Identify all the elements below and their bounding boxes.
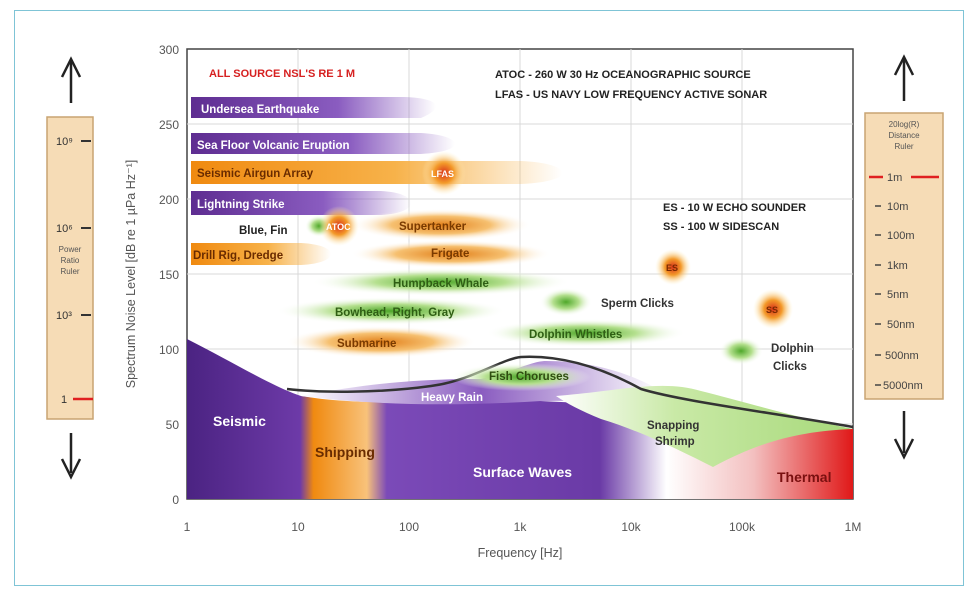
note-es: ES - 10 W ECHO SOUNDER xyxy=(663,202,806,214)
x-tick-labels: 1 10 100 1k 10k 100k 1M xyxy=(184,520,862,534)
label-ss: SS xyxy=(766,305,778,315)
label-volcanic-eruption: Sea Floor Volcanic Eruption xyxy=(197,140,350,152)
label-airgun-array: Seismic Airgun Array xyxy=(197,168,314,180)
y-tick: 0 xyxy=(172,493,179,507)
y-tick: 100 xyxy=(159,343,179,357)
distance-tick: 5nm xyxy=(887,289,908,301)
ambient-noise-band xyxy=(187,339,853,499)
power-ruler-label: Power xyxy=(59,245,82,254)
label-heavy-rain: Heavy Rain xyxy=(421,392,483,404)
label-sperm-clicks: Sperm Clicks xyxy=(601,298,674,310)
label-undersea-earthquake: Undersea Earthquake xyxy=(201,104,319,116)
label-seismic: Seismic xyxy=(213,413,266,429)
power-ratio-ruler: 10⁹ 10⁶ 10³ 1 Power Ratio Ruler xyxy=(46,56,94,480)
ambient-curve xyxy=(286,355,854,429)
y-tick: 250 xyxy=(159,118,179,132)
power-tick: 1 xyxy=(61,394,67,406)
humpback-blob xyxy=(311,268,571,296)
supertanker-blob xyxy=(351,209,531,241)
distance-ruler-title: Distance xyxy=(888,131,920,140)
label-bowhead: Bowhead, Right, Gray xyxy=(335,307,455,319)
submarine-blob xyxy=(286,326,476,358)
dolphin-whistles-blob xyxy=(486,319,686,347)
y-tick: 200 xyxy=(159,193,179,207)
label-humpback: Humpback Whale xyxy=(393,278,489,290)
distance-tick: 50nm xyxy=(887,319,915,331)
es-blob xyxy=(655,249,691,285)
label-fish-choruses: Fish Choruses xyxy=(489,371,569,383)
volcanic-eruption-bar xyxy=(191,133,455,154)
undersea-earthquake-bar xyxy=(191,97,436,118)
label-es: ES xyxy=(666,263,678,273)
noise-chart: Undersea Earthquake Sea Floor Volcanic E… xyxy=(46,43,944,560)
x-axis-label: Frequency [Hz] xyxy=(478,546,563,560)
x-tick: 10k xyxy=(621,520,641,534)
bowhead-blob xyxy=(276,297,506,325)
atoc-blob xyxy=(319,206,359,246)
ss-blob xyxy=(753,289,793,329)
label-dolphin-whistles: Dolphin Whistles xyxy=(529,329,622,341)
note-ss: SS - 100 W SIDESCAN xyxy=(663,221,779,233)
drill-rig-bar xyxy=(191,243,331,265)
distance-tick: 500nm xyxy=(885,350,919,362)
y-tick: 150 xyxy=(159,268,179,282)
x-tick: 1M xyxy=(845,520,862,534)
power-ruler-label: Ratio xyxy=(61,256,80,265)
x-tick: 100 xyxy=(399,520,419,534)
label-surface-waves: Surface Waves xyxy=(473,464,572,480)
label-thermal: Thermal xyxy=(777,469,831,485)
power-tick: 10⁶ xyxy=(56,223,73,235)
label-blue-fin: Blue, Fin xyxy=(239,225,288,237)
y-axis-label: Spectrum Noise Level [dB re 1 µPa Hz⁻¹] xyxy=(124,160,138,388)
label-drill-rig: Drill Rig, Dredge xyxy=(193,250,283,262)
distance-tick: 5000nm xyxy=(883,380,923,392)
x-tick: 100k xyxy=(729,520,756,534)
label-lfas: LFAS xyxy=(431,169,454,179)
sperm-clicks-blob xyxy=(540,288,592,316)
y-tick: 300 xyxy=(159,43,179,57)
distance-ruler: 20log(R) Distance Ruler 1m 10m 100m 1km … xyxy=(864,54,944,460)
distance-ruler-title: Ruler xyxy=(894,142,913,151)
distance-ruler-title: 20log(R) xyxy=(889,120,920,129)
distance-tick: 10m xyxy=(887,201,908,213)
label-frigate: Frigate xyxy=(431,248,469,260)
distance-tick: 1m xyxy=(887,172,902,184)
note-all-source: ALL SOURCE NSL'S RE 1 M xyxy=(209,68,355,80)
airgun-array-bar xyxy=(191,161,563,184)
label-snapping-line2: Shrimp xyxy=(655,436,695,448)
label-supertanker: Supertanker xyxy=(399,221,467,233)
label-shipping: Shipping xyxy=(315,444,375,460)
x-tick: 10 xyxy=(291,520,305,534)
dolphin-clicks-blob xyxy=(719,337,763,365)
y-tick: 50 xyxy=(166,418,180,432)
label-dolphin-clicks-line2: Clicks xyxy=(773,361,807,373)
distance-tick: 1km xyxy=(887,260,908,272)
fish-choruses-blob xyxy=(451,363,591,391)
power-tick: 10³ xyxy=(56,310,72,322)
figure-frame: Undersea Earthquake Sea Floor Volcanic E… xyxy=(14,10,964,586)
lightning-strike-bar xyxy=(191,191,411,215)
frigate-blob xyxy=(351,240,551,268)
label-submarine: Submarine xyxy=(337,338,396,350)
label-atoc: ATOC xyxy=(326,222,351,232)
note-lfas: LFAS - US NAVY LOW FREQUENCY ACTIVE SONA… xyxy=(495,89,767,101)
x-tick: 1k xyxy=(514,520,528,534)
label-dolphin-clicks-line1: Dolphin xyxy=(771,343,814,355)
snapping-shrimp-band xyxy=(556,385,853,467)
y-tick-labels: 300 250 200 150 100 50 0 xyxy=(159,43,179,507)
note-atoc: ATOC - 260 W 30 Hz OCEANOGRAPHIC SOURCE xyxy=(495,69,751,81)
x-tick: 1 xyxy=(184,520,191,534)
label-lightning-strike: Lightning Strike xyxy=(197,199,285,211)
power-tick: 10⁹ xyxy=(56,136,73,148)
distance-tick: 100m xyxy=(887,230,915,242)
label-snapping-line1: Snapping xyxy=(647,420,699,432)
power-ruler-label: Ruler xyxy=(60,267,79,276)
lfas-blob xyxy=(422,151,466,195)
